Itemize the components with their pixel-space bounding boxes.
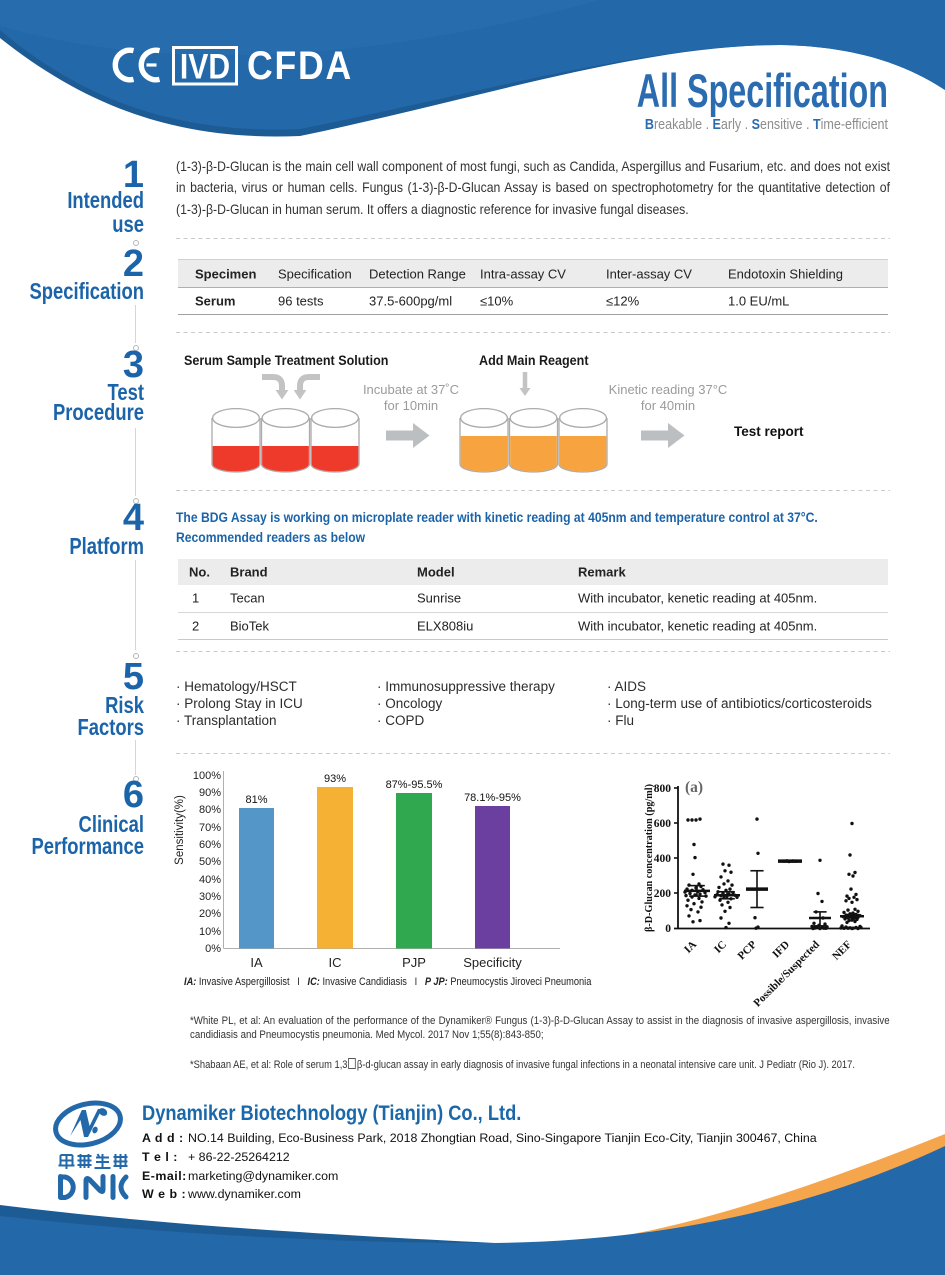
svg-text:87%-95.5%: 87%-95.5% [386,779,443,791]
svg-text:0: 0 [665,923,671,935]
svg-text:NEF: NEF [830,938,854,962]
svg-text:81%: 81% [245,794,267,806]
svg-text:40%: 40% [199,874,221,886]
svg-text:80%: 80% [199,804,221,816]
svg-text:10%: 10% [199,926,221,938]
svg-text:Sensitivity(%): Sensitivity(%) [174,795,186,865]
svg-text:Specificity: Specificity [463,955,522,970]
svg-text:PCP: PCP [736,938,760,962]
svg-text:800: 800 [654,783,672,795]
svg-text:78.1%-95%: 78.1%-95% [464,792,521,804]
svg-text:IC: IC [329,955,342,970]
svg-text:0%: 0% [205,943,221,955]
svg-text:70%: 70% [199,822,221,834]
svg-text:IA: IA [250,955,263,970]
svg-text:(a): (a) [685,779,703,796]
svg-text:β-D-Glucan concentration (pg/m: β-D-Glucan concentration (pg/ml) [644,784,655,932]
svg-text:20%: 20% [199,908,221,920]
svg-text:200: 200 [654,888,672,900]
svg-text:100%: 100% [193,770,221,782]
svg-text:IFD: IFD [770,939,792,961]
svg-text:IA: IA [682,939,699,956]
svg-text:50%: 50% [199,856,221,868]
svg-text:90%: 90% [199,787,221,799]
svg-text:PJP: PJP [402,955,426,970]
svg-text:CFDA: CFDA [247,46,353,88]
svg-text:93%: 93% [324,773,346,785]
svg-text:600: 600 [654,818,672,830]
svg-text:400: 400 [654,853,672,865]
svg-text:30%: 30% [199,891,221,903]
svg-text:60%: 60% [199,839,221,851]
svg-text:IC: IC [712,939,729,956]
svg-text:IVD: IVD [180,46,230,86]
